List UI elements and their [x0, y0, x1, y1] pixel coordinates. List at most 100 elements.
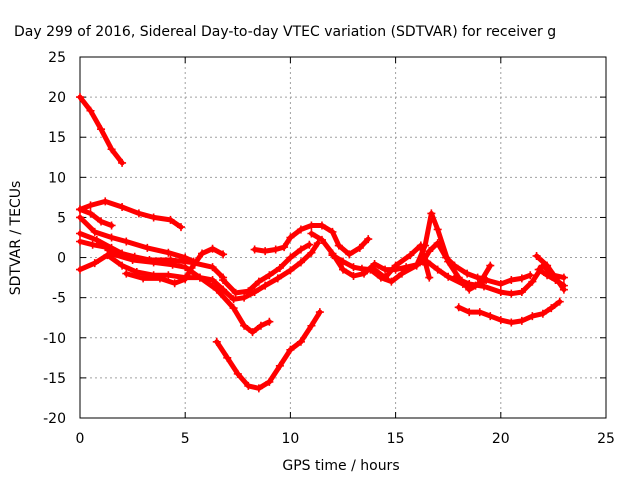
- data-point: [286, 345, 295, 354]
- x-axis-label: GPS time / hours: [282, 458, 399, 474]
- data-point: [370, 265, 379, 274]
- data-point: [307, 248, 316, 257]
- data-point: [425, 273, 434, 282]
- data-point: [107, 233, 116, 242]
- y-tick-label: -20: [43, 411, 66, 427]
- data-point: [507, 289, 516, 298]
- series-track-4: [76, 205, 116, 230]
- data-point: [86, 201, 95, 210]
- data-point: [496, 288, 505, 297]
- y-axis-label: SDTVAR / TECUs: [8, 181, 24, 296]
- data-point: [118, 203, 127, 212]
- data-point: [416, 241, 425, 250]
- data-point: [139, 274, 148, 283]
- data-point: [76, 205, 84, 214]
- data-point: [286, 253, 295, 262]
- data-point: [219, 285, 228, 294]
- data-point: [187, 263, 196, 272]
- data-point: [307, 221, 316, 230]
- data-point: [92, 235, 101, 244]
- x-tick-label: 25: [597, 431, 615, 447]
- series-line: [77, 240, 321, 302]
- data-point: [349, 272, 358, 281]
- data-point: [286, 266, 295, 275]
- series-track-19: [534, 265, 568, 290]
- data-point: [357, 264, 366, 273]
- x-tick-label: 15: [387, 431, 405, 447]
- series-track-9: [219, 240, 314, 297]
- data-point: [532, 251, 541, 260]
- data-point: [463, 269, 472, 278]
- data-point: [465, 308, 474, 317]
- data-point: [248, 328, 257, 337]
- data-point: [164, 248, 173, 257]
- data-point: [328, 227, 337, 236]
- data-point: [364, 235, 373, 244]
- data-series: [76, 93, 568, 393]
- data-point: [244, 381, 253, 390]
- data-point: [425, 247, 434, 256]
- series-track-7: [76, 239, 322, 304]
- data-point: [244, 287, 253, 296]
- data-point: [273, 274, 282, 283]
- data-point: [97, 125, 106, 134]
- data-point: [155, 274, 164, 283]
- data-point: [433, 265, 442, 274]
- data-point: [387, 277, 396, 286]
- data-point: [423, 257, 432, 266]
- series-track-16: [454, 297, 564, 327]
- data-point: [412, 261, 421, 270]
- series-track-6: [76, 237, 274, 337]
- data-point: [101, 197, 110, 206]
- data-point: [551, 276, 560, 285]
- data-point: [317, 235, 326, 244]
- data-point: [250, 245, 259, 254]
- data-point: [296, 245, 305, 254]
- tick-labels: 0 5 10 15 20 25 -20 -15 -10 -5 0 5 10 15 20 25: [43, 50, 615, 447]
- grid-lines: [80, 57, 606, 418]
- data-point: [275, 361, 284, 370]
- data-point: [391, 261, 400, 270]
- data-point: [307, 321, 316, 330]
- data-point: [229, 295, 238, 304]
- data-point: [317, 221, 326, 230]
- data-point: [444, 257, 453, 266]
- series-track-15: [423, 257, 535, 290]
- data-point: [240, 293, 249, 302]
- data-point: [229, 304, 238, 313]
- x-tick-label: 0: [76, 431, 85, 447]
- data-point: [181, 263, 190, 272]
- x-tick-label: 10: [281, 431, 299, 447]
- data-point: [76, 265, 84, 274]
- data-point: [90, 259, 99, 268]
- data-point: [528, 312, 537, 321]
- series-line: [536, 267, 567, 289]
- data-point: [143, 243, 152, 252]
- data-point: [296, 258, 305, 267]
- data-point: [134, 209, 143, 218]
- data-point: [479, 282, 488, 291]
- data-point: [254, 277, 263, 286]
- data-point: [128, 255, 137, 264]
- data-point: [296, 337, 305, 346]
- axis-ticks: [79, 56, 607, 419]
- data-point: [328, 251, 337, 260]
- data-point: [265, 271, 274, 280]
- x-tick-label: 20: [492, 431, 510, 447]
- y-tick-label: 0: [57, 251, 66, 267]
- data-point: [307, 229, 316, 238]
- series-track-14: [370, 241, 434, 282]
- data-point: [86, 106, 95, 115]
- series-track-10: [212, 308, 324, 393]
- data-point: [76, 93, 84, 102]
- data-point: [256, 321, 265, 330]
- y-tick-label: 25: [48, 50, 66, 66]
- data-point: [261, 247, 270, 256]
- data-point: [122, 269, 131, 278]
- data-point: [486, 261, 495, 270]
- data-point: [118, 261, 127, 270]
- data-point: [219, 250, 228, 259]
- series-track-8: [122, 244, 228, 288]
- y-tick-label: 5: [57, 210, 66, 226]
- data-point: [166, 215, 175, 224]
